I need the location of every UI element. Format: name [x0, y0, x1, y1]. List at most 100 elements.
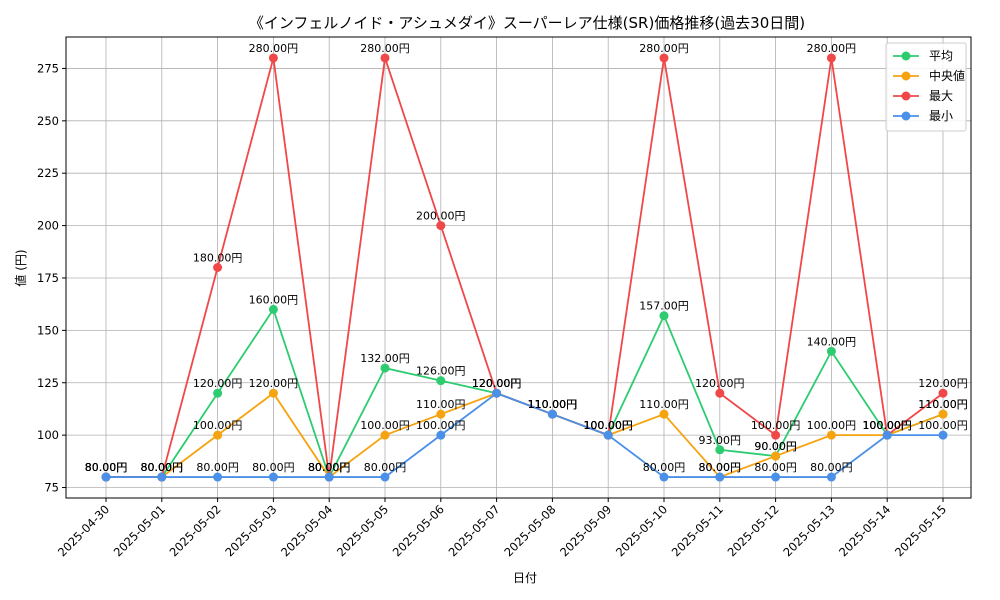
x-tick-label: 2025-05-09	[557, 502, 614, 559]
data-point	[380, 472, 390, 482]
data-point	[771, 451, 781, 461]
legend-label: 最大	[929, 89, 953, 103]
x-tick-label: 2025-05-07	[446, 502, 503, 559]
data-label: 110.00円	[416, 398, 466, 411]
data-label: 80.00円	[699, 461, 742, 474]
y-tick-label: 125	[37, 376, 59, 390]
data-label: 80.00円	[141, 461, 184, 474]
data-point	[268, 388, 278, 398]
data-label: 120.00円	[695, 377, 745, 390]
data-point	[268, 304, 278, 314]
data-label: 80.00円	[308, 461, 351, 474]
data-label: 100.00円	[862, 419, 912, 432]
x-tick-label: 2025-05-02	[167, 502, 224, 559]
data-point	[771, 472, 781, 482]
data-label: 100.00円	[862, 419, 912, 432]
data-point	[436, 430, 446, 440]
legend-swatch-marker	[901, 111, 911, 121]
data-point	[715, 388, 725, 398]
data-label: 80.00円	[308, 461, 351, 474]
data-point	[771, 430, 781, 440]
x-axis-label: 日付	[513, 571, 537, 585]
data-label: 80.00円	[85, 461, 128, 474]
data-point	[436, 221, 446, 231]
data-label: 80.00円	[85, 461, 128, 474]
data-label: 120.00円	[249, 377, 299, 390]
data-label: 280.00円	[249, 42, 299, 55]
x-tick-label: 2025-05-03	[222, 502, 279, 559]
data-label: 280.00円	[639, 42, 689, 55]
data-label: 80.00円	[85, 461, 128, 474]
data-label: 100.00円	[807, 419, 857, 432]
data-point	[826, 430, 836, 440]
data-label: 120.00円	[472, 377, 522, 390]
data-label: 100.00円	[360, 419, 410, 432]
legend-label: 最小	[929, 109, 953, 123]
data-label: 80.00円	[754, 461, 797, 474]
data-label: 80.00円	[85, 461, 128, 474]
data-point	[826, 472, 836, 482]
data-label: 120.00円	[472, 377, 522, 390]
x-tick-label: 2025-05-06	[390, 502, 447, 559]
x-tick-label: 2025-05-08	[501, 502, 558, 559]
x-tick-label: 2025-05-13	[780, 502, 837, 559]
data-label: 120.00円	[918, 377, 968, 390]
data-point	[826, 53, 836, 63]
data-point	[380, 363, 390, 373]
data-label: 90.00円	[754, 440, 797, 453]
data-point	[659, 472, 669, 482]
data-point	[324, 472, 334, 482]
data-label: 157.00円	[639, 300, 689, 313]
plot-frame	[65, 36, 972, 499]
data-label: 80.00円	[308, 461, 351, 474]
data-label: 100.00円	[416, 419, 466, 432]
x-tick-label: 2025-05-11	[669, 502, 726, 559]
grid-layer	[66, 37, 971, 498]
data-point	[715, 472, 725, 482]
data-label: 100.00円	[583, 419, 633, 432]
data-label: 110.00円	[528, 398, 578, 411]
y-tick-label: 200	[37, 219, 59, 233]
y-tick-label: 250	[37, 114, 59, 128]
data-label: 120.00円	[472, 377, 522, 390]
data-label: 80.00円	[810, 461, 853, 474]
data-label: 80.00円	[196, 461, 239, 474]
data-label: 80.00円	[308, 461, 351, 474]
x-tick-label: 2025-05-01	[111, 502, 168, 559]
data-label: 110.00円	[918, 398, 968, 411]
legend-label: 中央値	[929, 68, 965, 83]
data-label: 93.00円	[699, 434, 742, 447]
y-tick-label: 275	[37, 61, 59, 75]
data-point	[659, 311, 669, 321]
x-tick-label: 2025-05-14	[836, 502, 893, 559]
data-point	[213, 472, 223, 482]
data-label: 200.00円	[416, 210, 466, 223]
data-label: 100.00円	[583, 419, 633, 432]
data-label: 80.00円	[141, 461, 184, 474]
y-axis-label: 値 (円)	[13, 249, 28, 286]
data-label: 100.00円	[862, 419, 912, 432]
data-point	[380, 430, 390, 440]
data-point	[659, 53, 669, 63]
data-point	[213, 388, 223, 398]
series-group	[101, 304, 948, 482]
data-label: 280.00円	[360, 42, 410, 55]
x-tick-label: 2025-05-12	[725, 502, 782, 559]
data-point	[882, 430, 892, 440]
y-tick-label: 225	[37, 166, 59, 180]
data-point	[268, 472, 278, 482]
data-label: 100.00円	[862, 419, 912, 432]
data-point	[436, 376, 446, 386]
x-tick-label: 2025-05-15	[892, 502, 949, 559]
data-point	[436, 409, 446, 419]
data-point	[213, 430, 223, 440]
legend-swatch-marker	[901, 51, 911, 61]
data-point	[938, 388, 948, 398]
data-point	[715, 445, 725, 455]
data-point	[380, 53, 390, 63]
series-group	[101, 53, 948, 482]
data-label: 100.00円	[583, 419, 633, 432]
data-point	[547, 409, 557, 419]
